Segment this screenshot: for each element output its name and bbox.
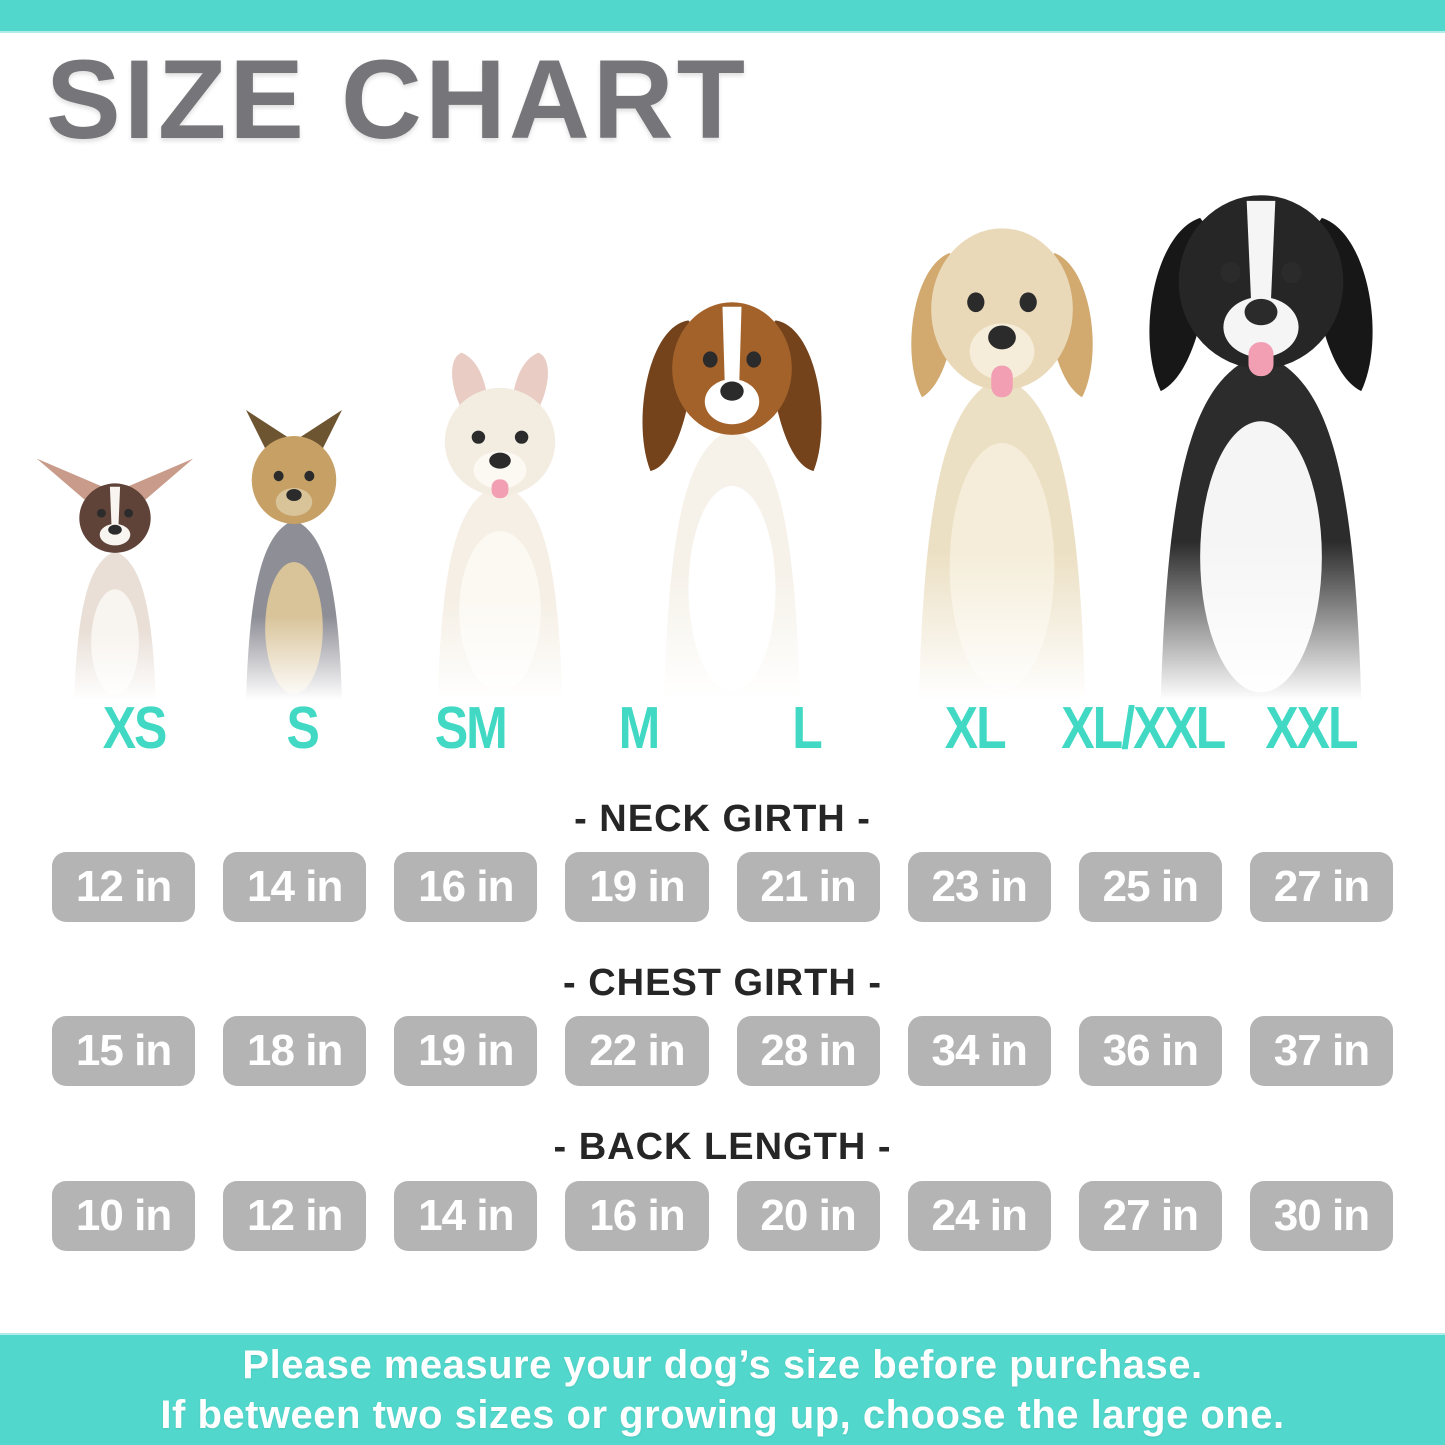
size-cell: 27 in [1078,1181,1222,1251]
size-cell: 28 in [736,1016,880,1086]
size-cell: 12 in [52,852,196,922]
size-cell: 14 in [394,1181,538,1251]
size-cell: 10 in [52,1181,196,1251]
size-label-m: M [618,694,661,762]
size-cell: 19 in [565,852,709,922]
footer-line-2: If between two sizes or growing up, choo… [160,1392,1285,1437]
size-cell: 24 in [907,1181,1051,1251]
size-cell: 27 in [1249,852,1393,922]
size-cell: 15 in [52,1016,196,1086]
size-label-sm: SM [434,694,508,762]
size-cell: 20 in [736,1181,880,1251]
measurement-row-back-length: 10 in 12 in 14 in 16 in 20 in 24 in 27 i… [0,1181,1445,1251]
size-cell: 16 in [394,852,538,922]
size-cell: 23 in [907,852,1051,922]
size-cell: 37 in [1249,1016,1393,1086]
footer-bar: Please measure your dog’s size before pu… [0,1333,1445,1445]
size-cell: 22 in [565,1016,709,1086]
dog-photo-yorkshire-terrier [198,400,390,700]
dog-photo-french-bulldog [380,348,620,700]
size-cell: 25 in [1078,852,1222,922]
size-cell: 36 in [1078,1016,1222,1086]
size-label-l: L [792,694,823,762]
size-label-xl: XL [944,694,1007,762]
size-label-row: XS S SM M L XL XL/XXL XXL [0,690,1445,766]
size-cell: 21 in [736,852,880,922]
size-cell: 18 in [223,1016,367,1086]
size-cell: 30 in [1249,1181,1393,1251]
size-cell: 16 in [565,1181,709,1251]
page-title: SIZE CHART [46,37,748,162]
section-heading-neck-girth: - NECK GIRTH - [574,798,871,840]
measurement-row-neck-girth: 12 in 14 in 16 in 19 in 21 in 23 in 25 i… [0,852,1445,922]
size-cell: 34 in [907,1016,1051,1086]
size-label-xs: XS [102,694,168,762]
measurement-row-chest-girth: 15 in 18 in 19 in 22 in 28 in 34 in 36 i… [0,1016,1445,1086]
dog-photo-bernese-mountain-dog [1082,135,1440,700]
size-cell: 12 in [223,1181,367,1251]
section-heading-back-length: - BACK LENGTH - [553,1126,892,1168]
dog-photo-chihuahua [30,452,200,700]
size-label-xl-xxl: XL/XXL [1061,694,1226,762]
footer-line-1: Please measure your dog’s size before pu… [242,1342,1203,1387]
dog-photo-golden-retriever [848,172,1156,700]
section-heading-chest-girth: - CHEST GIRTH - [563,962,882,1004]
size-label-xxl: XXL [1265,694,1358,762]
dog-photo-beagle [596,248,868,700]
size-label-s: S [286,694,320,762]
dogs-row [0,135,1445,700]
top-accent-bar [0,0,1445,33]
size-cell: 19 in [394,1016,538,1086]
size-cell: 14 in [223,852,367,922]
